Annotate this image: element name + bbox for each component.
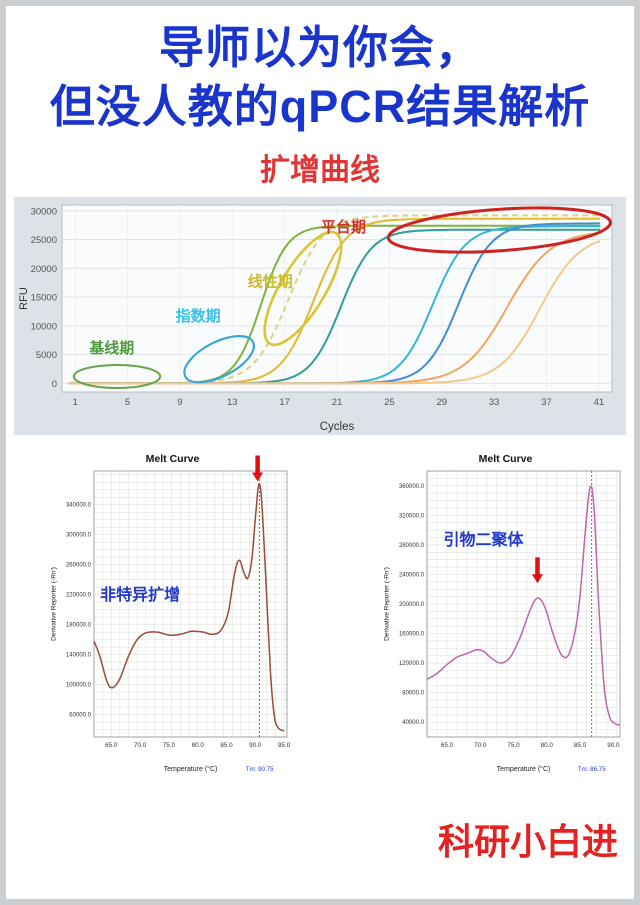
svg-text:Cycles: Cycles	[320, 421, 355, 433]
phase-label: 线性期	[248, 272, 293, 290]
svg-text:40000.0: 40000.0	[402, 720, 424, 726]
phase-ellipse	[386, 206, 612, 254]
tm-value-label: Tm: 90.75	[246, 766, 274, 773]
svg-text:70.0: 70.0	[134, 742, 147, 749]
tm-value-label: Tm: 86.75	[578, 766, 606, 773]
red-arrow-icon	[531, 574, 543, 584]
melt-curve-line	[93, 483, 285, 732]
amp-series-pale-yellow	[68, 214, 601, 385]
amplification-chart-svg: 0 5000 10000 15000 20000 25000 30000 1 5 9 13 17 21 2…	[14, 196, 626, 435]
svg-text:280000.0: 280000.0	[399, 543, 425, 549]
svg-text:13: 13	[227, 397, 238, 408]
svg-text:80000.0: 80000.0	[402, 690, 424, 696]
svg-text:320000.0: 320000.0	[399, 513, 425, 519]
svg-text:RFU: RFU	[18, 287, 30, 310]
svg-text:37: 37	[541, 397, 552, 408]
svg-text:240000.0: 240000.0	[399, 572, 425, 578]
phase-ellipse	[183, 334, 255, 384]
svg-text:200000.0: 200000.0	[399, 602, 425, 608]
svg-text:Temperature (°C): Temperature (°C)	[164, 765, 218, 773]
phase-label: 指数期	[176, 307, 221, 325]
red-arrow-icon	[252, 472, 264, 482]
title-line-1: 导师以为你会，	[158, 22, 481, 73]
svg-text:Derivative Reporter (-Rn'): Derivative Reporter (-Rn')	[51, 567, 58, 641]
svg-text:9: 9	[177, 397, 182, 408]
page-title: 导师以为你会， 但没人教的qPCR结果解析	[6, 18, 634, 137]
svg-text:80.0: 80.0	[192, 742, 205, 749]
amp-series-light-orange	[68, 239, 601, 385]
svg-text:75.0: 75.0	[507, 742, 520, 749]
melt-curve-chart-left: 65.0 70.0 75.0 80.0 85.0 90.0 95.0 60000.0 10000…	[50, 448, 295, 779]
melt-curve-chart-right: 65.0 70.0 75.0 80.0 85.0 90.0 40000.0 80000.0 12…	[383, 448, 628, 779]
amplification-chart: 0 5000 10000 15000 20000 25000 30000 1 5 9 13 17 21 2…	[14, 196, 626, 435]
svg-text:60000.0: 60000.0	[69, 712, 91, 718]
svg-text:85.0: 85.0	[220, 742, 233, 749]
melt-curve-row: 65.0 70.0 75.0 80.0 85.0 90.0 95.0 60000.0 10000…	[6, 448, 634, 779]
footer-label: 科研小白进	[437, 820, 618, 862]
phase-ellipse	[72, 363, 162, 389]
annotation-melt-right: 引物二聚体	[444, 530, 525, 549]
svg-text:21: 21	[332, 397, 343, 408]
phase-ellipse	[263, 230, 343, 346]
svg-text:340000.0: 340000.0	[66, 502, 92, 508]
amplification-section-label: 扩增曲线	[260, 153, 380, 187]
svg-text:29: 29	[436, 397, 447, 408]
svg-text:5: 5	[125, 397, 130, 408]
svg-text:70.0: 70.0	[474, 742, 487, 749]
svg-text:90.0: 90.0	[249, 742, 262, 749]
svg-text:95.0: 95.0	[278, 742, 291, 749]
svg-text:120000.0: 120000.0	[399, 661, 425, 667]
svg-text:140000.0: 140000.0	[66, 652, 92, 658]
svg-text:300000.0: 300000.0	[66, 532, 92, 538]
phase-label: 平台期	[321, 218, 366, 236]
svg-text:65.0: 65.0	[441, 742, 454, 749]
svg-text:17: 17	[279, 397, 290, 408]
svg-text:33: 33	[489, 397, 500, 408]
svg-text:85.0: 85.0	[574, 742, 587, 749]
svg-text:15000: 15000	[31, 292, 57, 303]
svg-text:260000.0: 260000.0	[66, 562, 92, 568]
svg-text:Derivative Reporter (-Rn'): Derivative Reporter (-Rn')	[384, 567, 391, 641]
svg-text:Melt Curve: Melt Curve	[479, 453, 533, 465]
annotation-melt-left: 非特异扩增	[100, 585, 180, 604]
svg-text:30000: 30000	[31, 206, 57, 217]
svg-text:90.0: 90.0	[607, 742, 620, 749]
svg-text:20000: 20000	[31, 264, 57, 275]
phase-label: 基线期	[88, 339, 134, 357]
svg-text:80.0: 80.0	[541, 742, 554, 749]
svg-text:180000.0: 180000.0	[66, 622, 92, 628]
svg-text:1: 1	[72, 397, 77, 408]
melt-curve-line	[426, 485, 621, 726]
svg-text:75.0: 75.0	[163, 742, 176, 749]
svg-text:5000: 5000	[36, 350, 57, 361]
svg-text:25: 25	[384, 397, 395, 408]
svg-text:10000: 10000	[31, 321, 57, 332]
svg-text:41: 41	[594, 397, 605, 408]
svg-text:65.0: 65.0	[105, 742, 118, 749]
svg-text:100000.0: 100000.0	[66, 682, 92, 688]
svg-text:25000: 25000	[31, 235, 57, 246]
svg-text:220000.0: 220000.0	[66, 592, 92, 598]
svg-text:360000.0: 360000.0	[399, 484, 425, 490]
title-line-2: 但没人教的qPCR结果解析	[49, 81, 591, 133]
svg-text:0: 0	[52, 379, 57, 390]
svg-text:Melt Curve: Melt Curve	[146, 453, 200, 465]
svg-text:Temperature (°C): Temperature (°C)	[497, 765, 551, 773]
svg-text:160000.0: 160000.0	[399, 631, 425, 637]
